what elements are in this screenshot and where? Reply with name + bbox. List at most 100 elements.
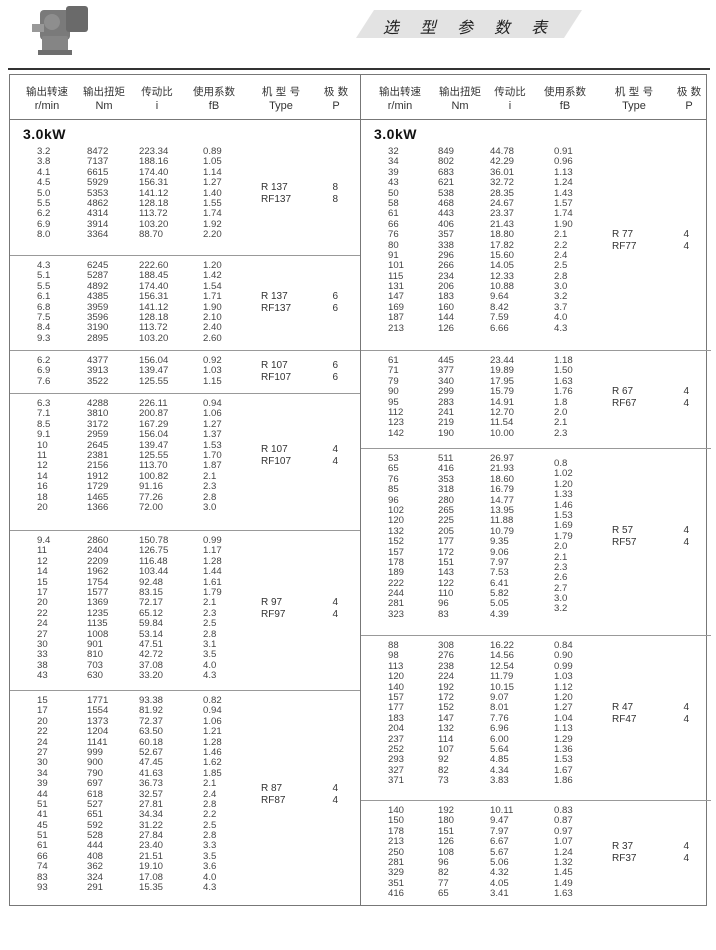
service-factor-cell: 2.7 (554, 582, 568, 594)
service-factor-cell: 4.0 (203, 871, 217, 883)
speed-cell: 157 (388, 546, 405, 558)
ratio-cell: 10.88 (490, 281, 515, 293)
service-factor-cell: 2.5 (203, 819, 217, 831)
speed-cell: 131 (388, 281, 405, 293)
torque-cell: 3914 (87, 218, 109, 230)
service-factor-cell: 1.29 (554, 733, 573, 745)
speed-cell: 18 (37, 491, 48, 503)
speed-cell: 213 (388, 836, 405, 848)
torque-cell: 177 (438, 536, 455, 548)
torque-cell: 849 (438, 146, 455, 157)
ratio-cell: 41.63 (139, 767, 164, 779)
ratio-cell: 15.79 (490, 386, 515, 398)
ratio-cell: 16.22 (490, 640, 515, 651)
pole-count: 4 (332, 608, 338, 620)
service-factor-cell: 1.07 (554, 836, 573, 848)
service-factor-cell: 1.90 (203, 301, 222, 313)
ratio-column: 44.78 42.29 36.01 32.72 28.35 24.67 23.37 21.43… (490, 146, 515, 334)
ratio-cell: 156.31 (139, 291, 169, 303)
speed-cell: 51 (37, 798, 48, 810)
service-factor-cell: 2.8 (554, 270, 568, 282)
ratio-cell: 6.00 (490, 733, 509, 745)
ratio-column: 16.22 14.56 12.54 11.79 10.15 9.07 8.01 7.76 6.9… (490, 640, 515, 786)
torque-cell: 152 (438, 702, 455, 714)
speed-cell: 371 (388, 775, 405, 787)
service-factor-cell: 4.3 (203, 670, 217, 682)
speed-cell: 11 (37, 545, 47, 557)
service-factor-cell: 1.21 (203, 726, 222, 738)
service-factor-cell: 3.0 (554, 593, 568, 605)
ratio-cell: 23.40 (139, 840, 164, 852)
ratio-cell: 11.54 (490, 417, 514, 429)
ratio-cell: 13.95 (490, 504, 515, 516)
torque-cell: 96 (438, 856, 449, 868)
ratio-cell: 14.05 (490, 260, 515, 272)
ratio-cell: 174.40 (139, 166, 169, 178)
service-factor-cell: 1.27 (203, 177, 222, 189)
ratio-cell: 83.15 (139, 586, 164, 598)
service-factor-cell: 1.90 (554, 218, 573, 230)
service-factor-cell: 1.74 (203, 208, 222, 220)
service-factor-cell: 0.87 (554, 815, 573, 827)
ratio-cell: 7.97 (490, 825, 509, 837)
ratio-cell: 128.18 (139, 197, 169, 209)
model-type: R 107 (261, 444, 288, 456)
model-section: 3.0kW 32 34 39 43 50 58 61 66 76 80 91 101 115 131 147 1… (361, 119, 711, 351)
model-type: R 137 (261, 290, 288, 302)
speed-cell: 150 (388, 815, 405, 827)
ratio-cell: 156.04 (139, 429, 169, 441)
model-type: RF57 (612, 537, 637, 549)
service-factor-cell: 2.3 (203, 481, 217, 493)
torque-cell: 225 (438, 515, 455, 527)
ratio-cell: 15.35 (139, 882, 164, 894)
torque-column: 1771 1554 1373 1204 1141 999 900 790 697 618 527 65… (87, 695, 108, 893)
speed-cell: 38 (37, 659, 48, 671)
model-type: RF87 (261, 794, 286, 806)
service-factor-cell: 1.40 (203, 187, 222, 199)
speed-cell: 6.9 (37, 218, 51, 230)
torque-cell: 92 (438, 754, 449, 766)
ratio-cell: 188.45 (139, 270, 169, 282)
header-divider (8, 68, 710, 70)
torque-cell: 1135 (87, 618, 108, 630)
service-factor-cell: 1.20 (554, 478, 573, 490)
ratio-cell: 6.96 (490, 723, 509, 735)
model-type: RF107 (261, 456, 292, 468)
service-factor-cell: 2.20 (203, 229, 222, 241)
column-header-label: 使用系数 (544, 86, 586, 98)
ratio-cell: 14.91 (490, 396, 515, 408)
speed-cell: 113 (388, 660, 404, 672)
ratio-cell: 23.37 (490, 208, 515, 220)
service-factor-cell: 2.40 (203, 322, 222, 334)
column-header-unit: i (155, 100, 159, 112)
torque-cell: 4377 (87, 355, 109, 366)
speed-cell: 50 (388, 187, 399, 199)
model-type: R 37 (612, 840, 634, 852)
ratio-cell: 31.22 (139, 819, 164, 831)
service-factor-cell: 1.54 (203, 280, 222, 292)
ratio-cell: 4.34 (490, 764, 509, 776)
speed-cell: 83 (37, 871, 48, 883)
ratio-cell: 72.37 (139, 715, 164, 727)
ratio-cell: 21.93 (490, 463, 515, 475)
service-factor-cell: 1.50 (554, 365, 573, 377)
ratio-column: 26.97 21.93 18.60 16.79 14.77 13.95 11.88 10.79… (490, 453, 515, 620)
speed-cell: 169 (388, 301, 405, 313)
torque-column: 6245 5287 4892 4385 3959 3596 3190 2895 (87, 260, 108, 344)
ratio-cell: 12.70 (490, 406, 515, 418)
ratio-cell: 8.01 (490, 702, 509, 714)
service-factor-cell: 2.5 (554, 260, 568, 272)
ratio-cell: 103.20 (139, 332, 169, 344)
service-factor-cell: 1.71 (203, 291, 222, 303)
service-factor-cell: 1.06 (203, 408, 222, 420)
torque-cell: 83 (438, 608, 449, 620)
ratio-cell: 27.84 (139, 830, 164, 842)
column-header-unit: Nm (95, 100, 113, 112)
speed-cell: 329 (388, 867, 405, 879)
torque-cell: 241 (438, 406, 455, 418)
pole-count: 4 (683, 701, 689, 713)
model-type: RF97 (261, 608, 286, 620)
ratio-cell: 4.39 (490, 608, 509, 620)
speed-cell: 30 (37, 638, 48, 650)
